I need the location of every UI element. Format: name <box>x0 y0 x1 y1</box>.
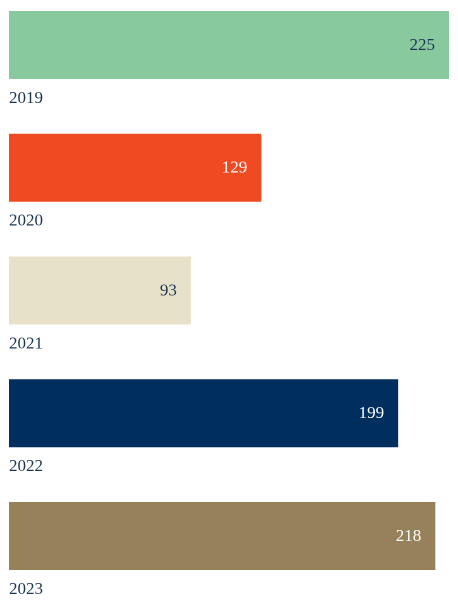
value-label: 129 <box>222 158 248 177</box>
value-label: 225 <box>410 35 436 54</box>
bar <box>9 11 449 79</box>
value-label: 199 <box>359 403 385 422</box>
category-label: 2023 <box>9 579 43 597</box>
category-label: 2022 <box>9 456 43 475</box>
category-label: 2019 <box>9 88 43 107</box>
value-label: 218 <box>396 526 422 545</box>
bar <box>9 379 399 448</box>
category-label: 2020 <box>9 211 43 230</box>
bar <box>9 133 262 202</box>
category-label: 2021 <box>9 333 43 352</box>
bar <box>9 502 436 570</box>
bar <box>9 256 191 325</box>
value-label: 93 <box>160 280 177 299</box>
